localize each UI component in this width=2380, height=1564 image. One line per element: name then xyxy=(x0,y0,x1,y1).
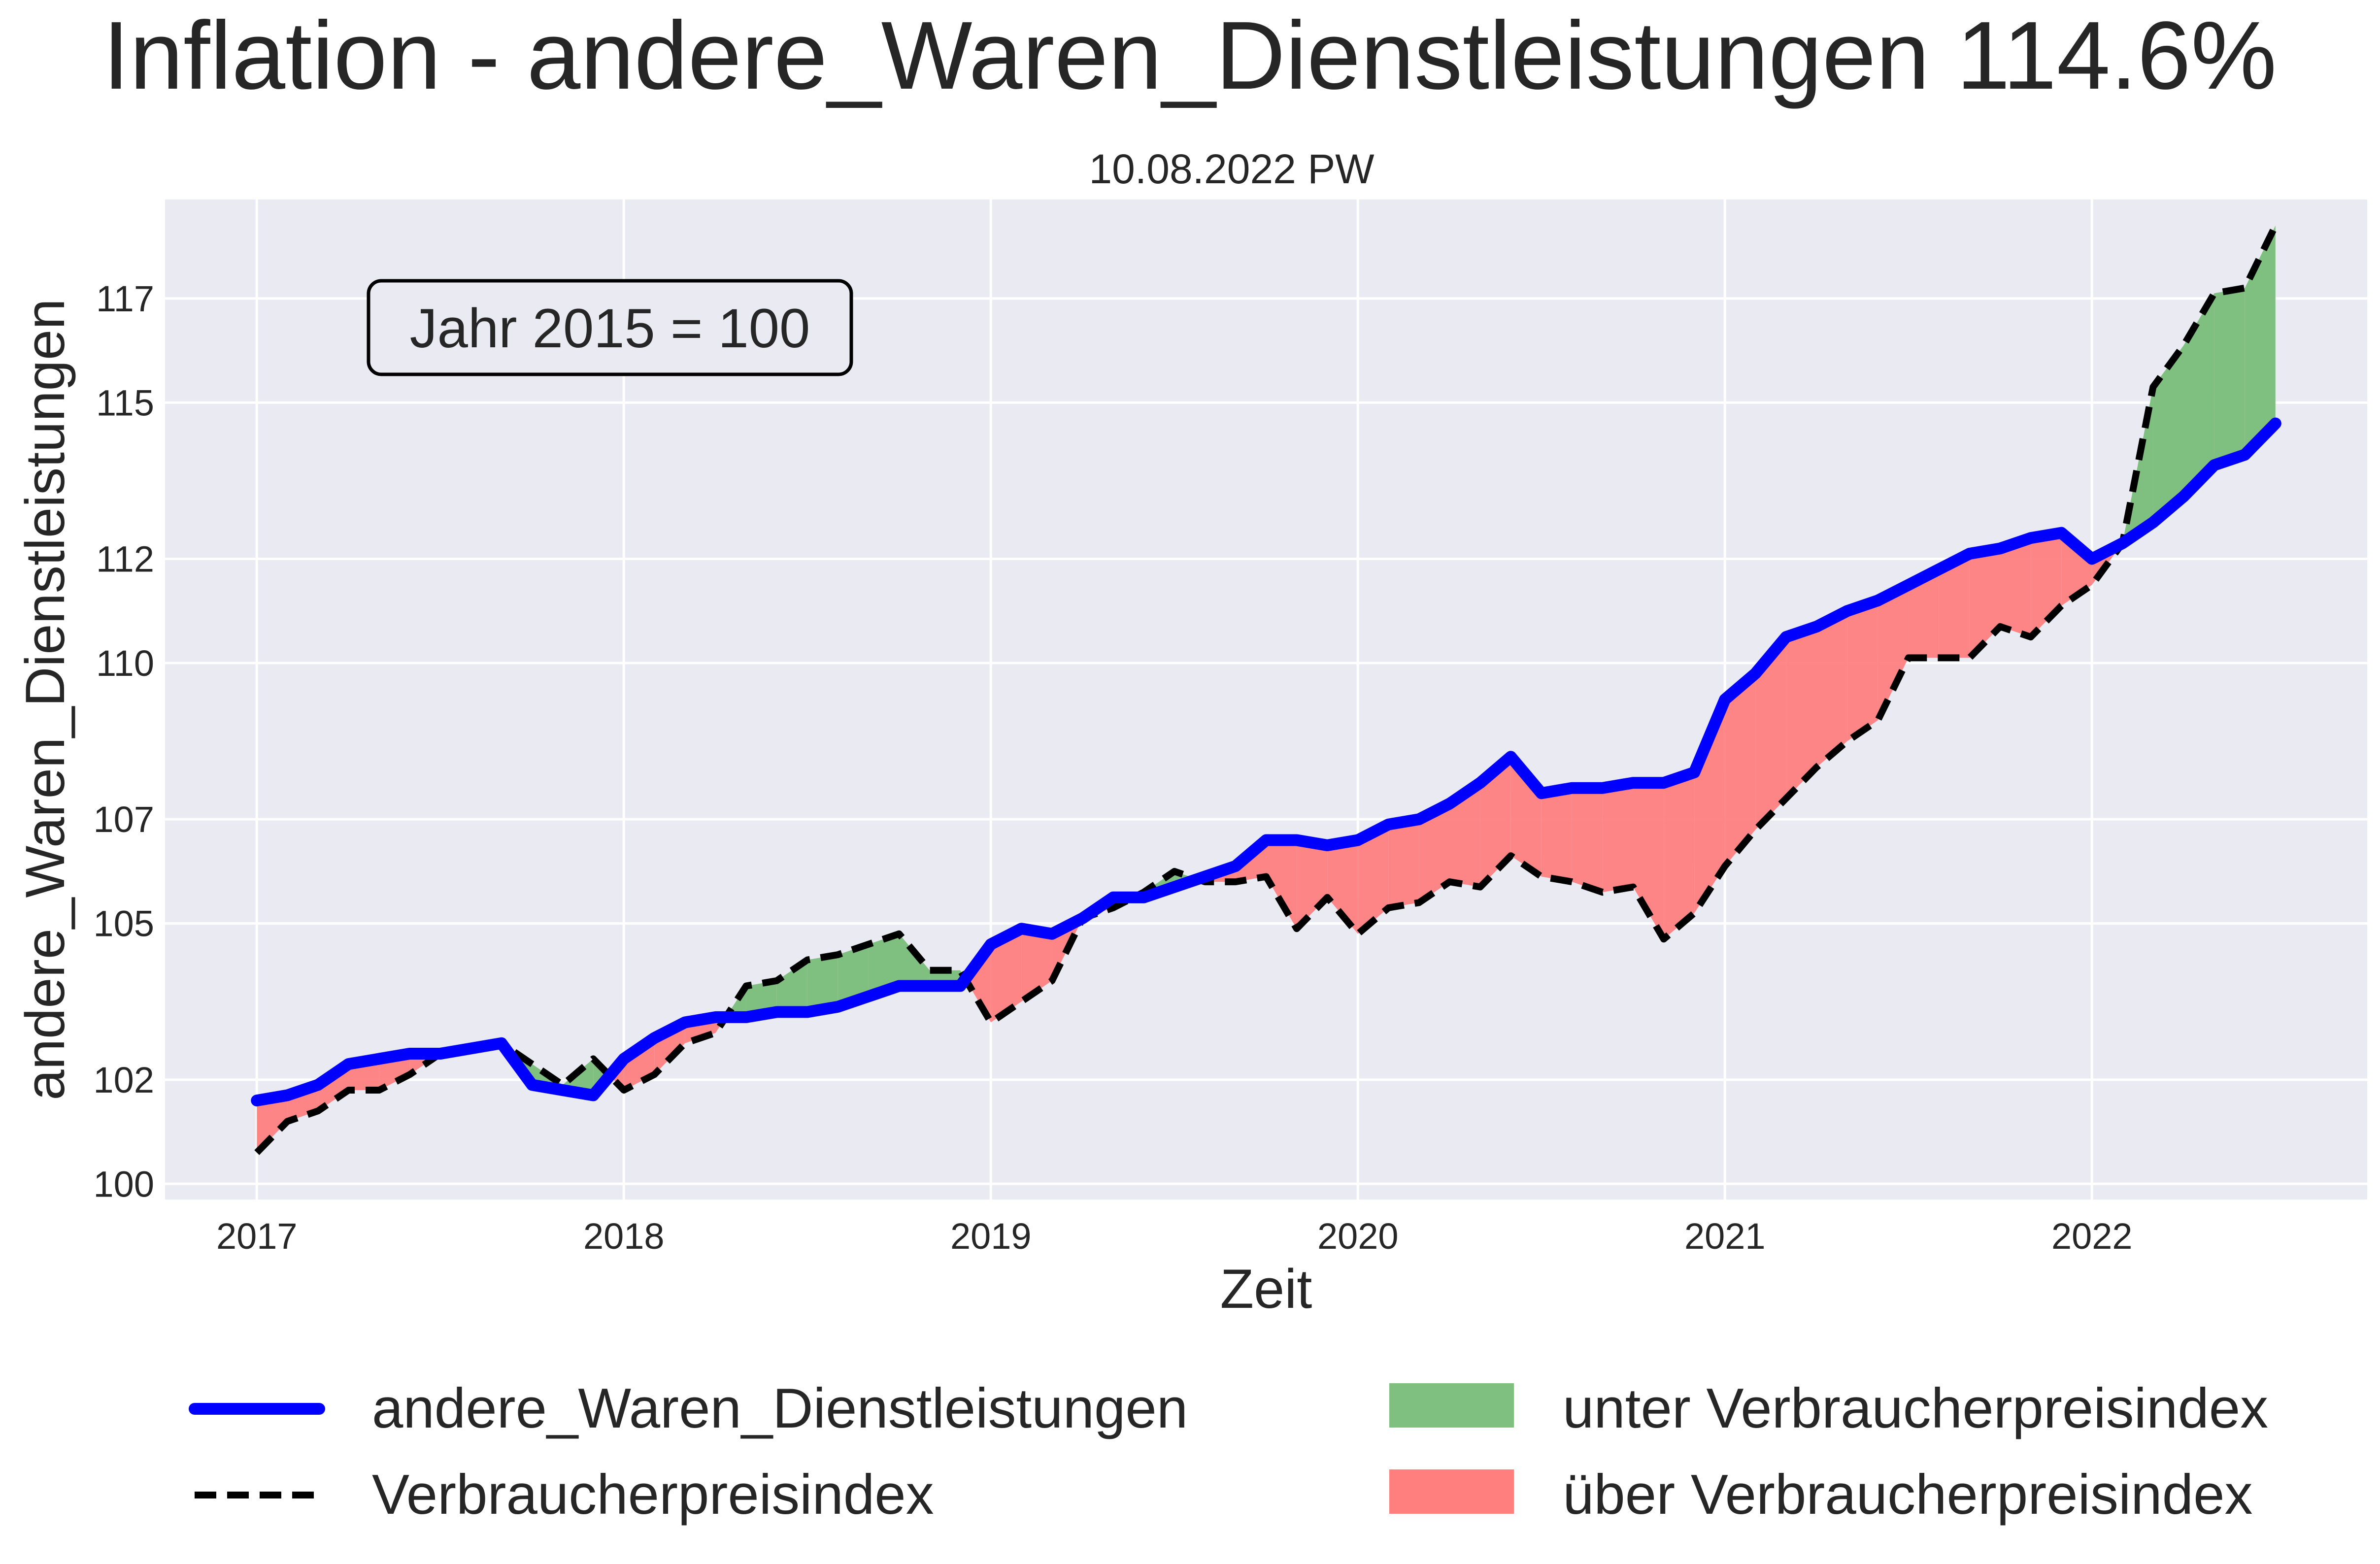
fill-above-segment xyxy=(1449,783,1480,887)
x-axis-ticks: 2017 2018 2019 2020 2021 2022 xyxy=(216,1216,2133,1257)
x-tick-label: 2019 xyxy=(950,1216,1032,1257)
x-tick-label: 2021 xyxy=(1684,1216,1766,1257)
fill-below-segment xyxy=(2153,345,2184,523)
fill-above-segment xyxy=(1297,840,1328,929)
fill-below-segment xyxy=(2214,288,2245,466)
y-axis-ticks: 100 102 105 107 110 112 115 117 xyxy=(94,278,154,1204)
fill-above-segment xyxy=(1602,783,1633,893)
x-tick-label: 2018 xyxy=(583,1216,665,1257)
y-tick-label: 117 xyxy=(96,278,154,319)
fill-above-segment xyxy=(1908,569,1939,658)
fill-below-segment xyxy=(2245,225,2276,455)
annotation-box: Jahr 2015 = 100 xyxy=(367,279,853,376)
fill-above-segment xyxy=(1664,772,1695,939)
fill-above-segment xyxy=(1725,673,1756,866)
fill-above-segment xyxy=(1327,840,1358,934)
x-axis-label: Zeit xyxy=(1220,1258,1312,1320)
y-tick-label: 112 xyxy=(96,539,154,580)
fill-below-segment xyxy=(807,955,838,1012)
fill-above-segment xyxy=(1847,600,1878,741)
x-tick-label: 2022 xyxy=(2051,1216,2133,1257)
y-tick-label: 102 xyxy=(94,1060,154,1100)
legend: andere_Waren_Dienstleistungen Verbrauche… xyxy=(189,1377,2268,1526)
fill-above-segment xyxy=(257,1095,288,1153)
fill-above-segment xyxy=(1816,611,1847,767)
fill-above-segment xyxy=(1419,803,1450,903)
fill-above-segment xyxy=(1480,757,1511,887)
fill-below-segment xyxy=(776,960,807,1012)
fill-above-segment xyxy=(1877,585,1909,721)
fill-below-segment xyxy=(868,933,899,997)
legend-swatch-below xyxy=(1389,1383,1514,1428)
chart-title: Inflation - andere_Waren_Dienstleistunge… xyxy=(103,1,2277,109)
legend-label-main: andere_Waren_Dienstleistungen xyxy=(372,1377,1188,1440)
y-axis-label: andere_Waren_Dienstleistungen xyxy=(14,299,76,1100)
x-tick-label: 2017 xyxy=(216,1216,298,1257)
fill-above-segment xyxy=(1633,783,1664,939)
fill-above-segment xyxy=(1786,627,1817,799)
chart-subtitle: 10.08.2022 PW xyxy=(1089,146,1374,192)
legend-swatch-above xyxy=(1389,1469,1514,1514)
fill-below-segment xyxy=(838,944,869,1007)
fill-above-segment xyxy=(1541,788,1572,882)
fill-above-segment xyxy=(1266,840,1297,929)
fill-above-segment xyxy=(1939,554,1970,658)
y-tick-label: 115 xyxy=(96,382,154,423)
fill-below-segment xyxy=(899,933,930,986)
fill-below-segment xyxy=(2183,293,2214,497)
fill-above-segment xyxy=(1358,824,1389,934)
legend-label-above: über Verbraucherpreisindex xyxy=(1563,1464,2253,1526)
fill-above-segment xyxy=(1755,637,1786,830)
x-tick-label: 2020 xyxy=(1317,1216,1399,1257)
fill-above-segment xyxy=(1694,699,1725,913)
y-tick-label: 110 xyxy=(96,643,154,684)
fill-above-segment xyxy=(1021,929,1052,1002)
fill-above-segment xyxy=(1388,819,1419,908)
fill-above-segment xyxy=(2000,538,2031,637)
y-tick-label: 100 xyxy=(94,1164,154,1204)
y-tick-label: 107 xyxy=(94,799,154,840)
y-tick-label: 105 xyxy=(94,903,154,944)
series-line-andere-waren-dienstleistungen xyxy=(251,417,2281,1107)
fill-above-segment xyxy=(1572,788,1603,893)
fill-above-segment xyxy=(991,929,1022,1023)
series-line-verbraucherpreisindex xyxy=(254,224,2279,1155)
legend-label-below: unter Verbraucherpreisindex xyxy=(1563,1377,2268,1440)
annotation-text: Jahr 2015 = 100 xyxy=(410,298,810,359)
fill-above-segment xyxy=(965,944,991,1023)
legend-label-cpi: Verbraucherpreisindex xyxy=(372,1464,934,1526)
